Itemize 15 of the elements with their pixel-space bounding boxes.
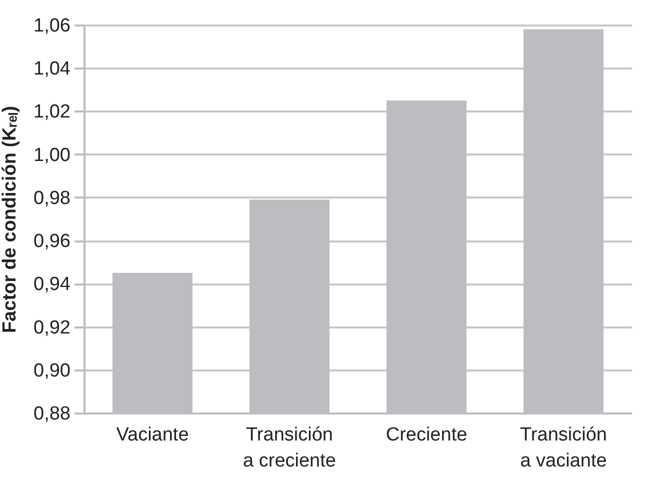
x-tick-label: Vaciante [116, 424, 189, 446]
x-tick-label: Transición a creciente [243, 424, 336, 472]
y-axis-title: Factor de condición (Kᵣₑₗ) [0, 106, 21, 334]
y-tick-label: 0,96 [34, 231, 70, 252]
y-tick-label: 1,02 [34, 102, 70, 123]
y-tick-label: 0,90 [34, 360, 70, 382]
y-tick-label: 1,06 [34, 16, 70, 36]
x-tick-label: Transición a vaciante [520, 424, 607, 472]
y-tick-label: 0,94 [34, 274, 71, 296]
y-tick-label: 0,98 [34, 188, 70, 209]
y-tick-label: 1,04 [34, 58, 71, 80]
x-tick-label: Creciente [386, 424, 468, 446]
y-tick-label: 1,00 [34, 144, 70, 166]
y-tick-label: 0,92 [34, 317, 70, 338]
y-tick-label: 0,88 [34, 404, 70, 424]
